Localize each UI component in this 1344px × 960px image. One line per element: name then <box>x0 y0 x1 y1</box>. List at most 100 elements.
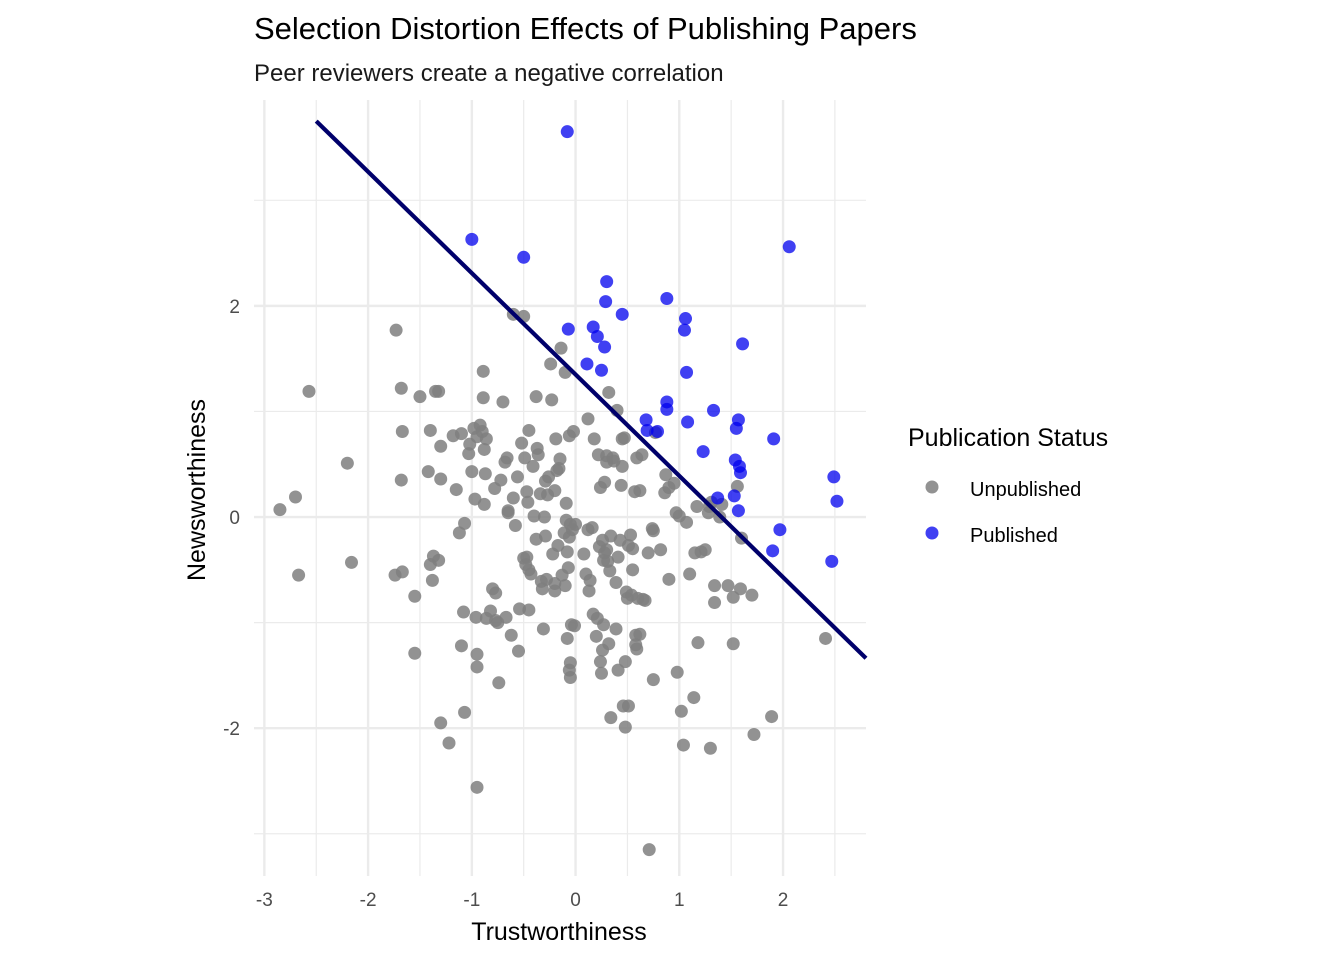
point-unpublished <box>602 637 616 651</box>
point-unpublished <box>395 425 409 439</box>
point-unpublished <box>515 436 529 450</box>
point-published <box>679 312 693 326</box>
point-published <box>681 415 695 429</box>
point-unpublished <box>721 579 735 593</box>
point-unpublished <box>389 323 403 337</box>
point-unpublished <box>394 381 408 395</box>
point-unpublished <box>518 451 532 465</box>
point-unpublished <box>585 521 599 535</box>
x-axis-title: Trustworthiness <box>471 918 647 946</box>
point-published <box>677 323 691 337</box>
point-published <box>580 357 594 371</box>
point-unpublished <box>531 448 545 462</box>
point-unpublished <box>600 543 614 557</box>
point-unpublished <box>425 573 439 587</box>
point-unpublished <box>558 579 572 593</box>
x-tick-label: -2 <box>360 890 377 911</box>
point-published <box>660 402 674 416</box>
legend-item-unpublished: Unpublished <box>925 479 1081 501</box>
point-unpublished <box>499 610 513 624</box>
point-published <box>561 322 575 336</box>
point-unpublished <box>577 547 591 561</box>
point-unpublished <box>587 432 601 446</box>
point-unpublished <box>477 442 491 456</box>
point-unpublished <box>708 579 722 593</box>
point-unpublished <box>819 631 833 645</box>
point-unpublished <box>765 710 779 724</box>
point-unpublished <box>680 515 694 529</box>
point-unpublished <box>537 510 551 524</box>
point-unpublished <box>548 577 562 591</box>
point-unpublished <box>501 506 515 520</box>
point-unpublished <box>458 705 472 719</box>
x-axis-ticks: -3 -2 -1 0 1 2 <box>256 890 788 911</box>
point-unpublished <box>630 642 644 656</box>
point-unpublished <box>545 393 559 407</box>
point-unpublished <box>394 473 408 487</box>
point-unpublished <box>527 509 541 523</box>
point-unpublished <box>484 604 498 618</box>
point-unpublished <box>667 476 681 490</box>
point-published <box>733 466 747 480</box>
point-published <box>731 504 745 518</box>
point-unpublished <box>470 780 484 794</box>
point-unpublished <box>520 485 534 499</box>
point-unpublished <box>582 584 596 598</box>
point-unpublished <box>506 491 520 505</box>
point-unpublished <box>434 472 448 486</box>
point-unpublished <box>733 582 747 596</box>
point-unpublished <box>618 655 632 669</box>
point-unpublished <box>726 637 740 651</box>
point-unpublished <box>633 484 647 498</box>
legend-label-unpublished: Unpublished <box>970 479 1081 501</box>
point-unpublished <box>581 412 595 426</box>
y-axis-ticks: 2 0 -2 <box>223 297 240 740</box>
y-tick-label: 0 <box>229 508 240 529</box>
point-unpublished <box>478 467 492 481</box>
point-published <box>651 425 665 439</box>
point-unpublished <box>292 568 306 582</box>
x-tick-label: 2 <box>778 890 789 911</box>
point-unpublished <box>479 432 493 446</box>
point-unpublished <box>624 528 638 542</box>
point-unpublished <box>521 495 535 509</box>
point-unpublished <box>496 395 510 409</box>
point-unpublished <box>549 432 563 446</box>
point-unpublished <box>434 439 448 453</box>
point-unpublished <box>434 716 448 730</box>
point-unpublished <box>408 646 422 660</box>
point-unpublished <box>633 627 647 641</box>
y-tick-label: -2 <box>223 719 240 740</box>
point-unpublished <box>598 475 612 489</box>
point-unpublished <box>698 543 712 557</box>
point-published <box>773 523 787 537</box>
point-unpublished <box>618 720 632 734</box>
point-unpublished <box>563 656 577 670</box>
data-points <box>273 125 844 857</box>
point-unpublished <box>626 542 640 556</box>
point-unpublished <box>614 478 628 492</box>
point-unpublished <box>659 468 673 482</box>
point-unpublished <box>566 425 580 439</box>
point-unpublished <box>512 644 526 658</box>
x-tick-label: 1 <box>674 890 685 911</box>
point-unpublished <box>589 629 603 643</box>
point-unpublished <box>674 704 688 718</box>
point-unpublished <box>602 385 616 399</box>
point-unpublished <box>583 573 597 587</box>
point-unpublished <box>524 567 538 581</box>
point-published <box>830 494 844 508</box>
point-published <box>615 307 629 321</box>
x-tick-label: -1 <box>463 890 480 911</box>
point-published <box>707 403 721 417</box>
point-unpublished <box>641 546 655 560</box>
point-unpublished <box>454 427 468 441</box>
point-published <box>767 432 781 446</box>
point-unpublished <box>421 465 435 479</box>
point-unpublished <box>563 671 577 685</box>
point-unpublished <box>646 673 660 687</box>
point-unpublished <box>302 384 316 398</box>
point-unpublished <box>593 655 607 669</box>
point-unpublished <box>476 364 490 378</box>
